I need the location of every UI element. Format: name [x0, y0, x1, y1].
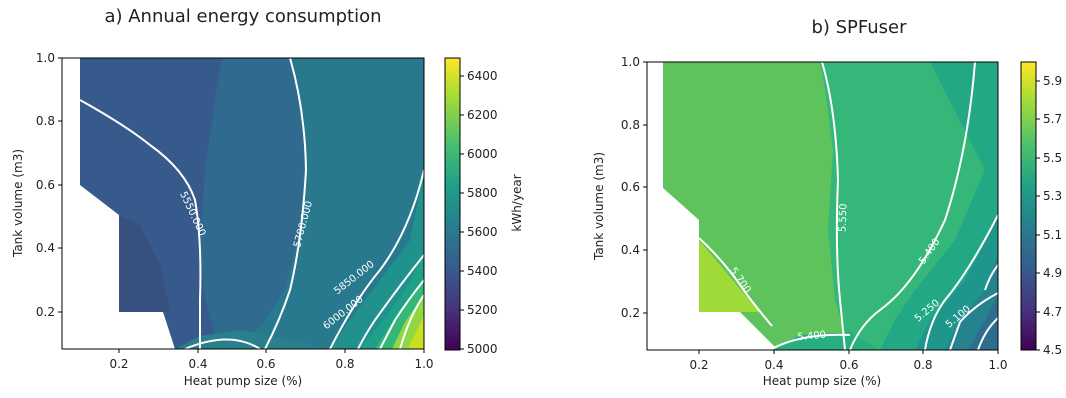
panel-b-x-tick-label: 0.8 — [913, 358, 932, 372]
panel-a-y-tick-labels: 0.2 0.4 0.6 0.8 1.0 — [36, 51, 55, 319]
panel-b-colorbar-ticks — [1036, 80, 1040, 351]
panel-b-contour-line-4950 — [977, 317, 998, 350]
panel-a-y-tick-label: 0.8 — [36, 114, 55, 128]
panel-b-y-ticks — [643, 61, 647, 314]
panel-a-x-tick-labels: 0.2 0.4 0.6 0.8 1.0 — [109, 357, 433, 371]
panel-b-colorbar-tick-labels: 4.5 4.7 4.9 5.1 5.3 5.5 5.7 5.9 — [1043, 74, 1062, 357]
panel-b-contour-line-5400 — [849, 62, 976, 350]
panel-b: b) SPFuser — [592, 17, 1062, 388]
panel-b-y-tick-labels: 0.2 0.4 0.6 0.8 1.0 — [621, 55, 640, 320]
panel-a-colorbar-tick-label: 6400 — [467, 69, 498, 83]
panel-a-y-axis-label: Tank volume (m3) — [11, 149, 25, 258]
panel-a: a) Annual energy consumption — [11, 6, 524, 388]
panel-b-colorbar — [1020, 61, 1037, 351]
panel-b-x-tick-label: 0.2 — [689, 358, 708, 372]
panel-b-colorbar-tick-label: 4.9 — [1043, 266, 1062, 280]
panel-a-colorbar — [444, 57, 461, 351]
panel-a-band-6400 — [408, 315, 424, 349]
panel-a-x-tick-label: 0.4 — [188, 357, 207, 371]
panel-a-band-5400 — [119, 215, 170, 312]
panel-b-colorbar-tick-label: 4.5 — [1043, 343, 1062, 357]
panel-b-contour-line-4800 — [984, 264, 998, 291]
panel-a-colorbar-tick-label: 5800 — [467, 186, 498, 200]
panel-a-contour-line-6300 — [399, 294, 424, 349]
panel-a-contour-line-5550 — [79, 99, 202, 349]
panel-b-contour-line-5550 — [821, 62, 846, 350]
panel-b-x-tick-label: 1.0 — [988, 358, 1007, 372]
panel-a-x-tick-label: 1.0 — [414, 357, 433, 371]
panel-b-y-tick-label: 1.0 — [621, 55, 640, 69]
panel-a-band-bottom — [175, 330, 330, 349]
panel-a-y-tick-label: 0.4 — [36, 241, 55, 255]
panel-a-x-ticks — [118, 349, 425, 353]
panel-a-colorbar-tick-label: 5400 — [467, 264, 498, 278]
panel-b-axes-frame — [646, 61, 999, 351]
panel-a-colorbar-label: kWh/year — [510, 174, 524, 231]
panel-a-colorbar-tick-label: 6200 — [467, 108, 498, 122]
panel-b-y-axis-label: Tank volume (m3) — [592, 152, 606, 261]
panel-a-contour-line-6150 — [379, 279, 424, 349]
panel-b-colorbar-tick-label: 5.7 — [1043, 112, 1062, 126]
panel-b-contour-label-5400-bottom: 5.400 — [797, 330, 826, 343]
panel-a-contour-line-6000 — [357, 254, 424, 349]
panel-a-x-tick-label: 0.8 — [335, 357, 354, 371]
panel-a-colorbar-tick-label: 5600 — [467, 225, 498, 239]
panel-a-colorbar-ticks — [460, 75, 464, 350]
panel-b-colorbar-tick-label: 5.9 — [1043, 74, 1062, 88]
panel-b-contour-line-5700 — [698, 237, 773, 327]
panel-b-x-ticks — [698, 350, 999, 354]
panel-b-contour-line-5400-b — [769, 333, 851, 350]
panel-b-colorbar-tick-label: 5.1 — [1043, 228, 1062, 242]
panel-a-y-tick-label: 0.6 — [36, 178, 55, 192]
panel-b-y-tick-label: 0.2 — [621, 306, 640, 320]
panel-a-band-5700 — [240, 58, 424, 349]
panel-b-x-axis-label: Heat pump size (%) — [763, 374, 881, 388]
panel-b-title: b) SPFuser — [811, 17, 907, 38]
panel-b-x-tick-labels: 0.2 0.4 0.6 0.8 1.0 — [689, 358, 1007, 372]
panel-a-contour-line-bottom — [184, 338, 261, 349]
panel-a-contour-line-5700 — [264, 58, 308, 349]
panel-b-contour-line-5250 — [924, 214, 998, 350]
panel-b-y-tick-label: 0.4 — [621, 243, 640, 257]
panel-a-colorbar-tick-label: 5200 — [467, 303, 498, 317]
panel-a-y-tick-label: 0.2 — [36, 305, 55, 319]
panel-b-colorbar-tick-label: 5.5 — [1043, 151, 1062, 165]
panel-a-x-tick-label: 0.2 — [109, 357, 128, 371]
panel-a-colorbar-tick-label: 5000 — [467, 342, 498, 356]
panel-a-colorbar-tick-labels: 5000 5200 5400 5600 5800 6000 6200 6400 — [467, 69, 498, 356]
panel-b-band-4850 — [968, 295, 998, 350]
panel-a-contour-lines — [79, 58, 424, 349]
panel-b-band-5750 — [699, 240, 760, 312]
panel-b-y-tick-label: 0.8 — [621, 118, 640, 132]
panel-a-colorbar-tick-label: 6000 — [467, 147, 498, 161]
panel-a-contour-fill — [80, 58, 424, 349]
panel-a-contour-line-5850 — [329, 169, 424, 349]
panel-a-x-axis-label: Heat pump size (%) — [184, 374, 302, 388]
panel-b-x-tick-label: 0.4 — [764, 358, 783, 372]
panel-a-axes-frame — [61, 57, 425, 350]
panel-a-y-ticks — [58, 57, 62, 313]
panel-b-contour-line-5100 — [949, 292, 998, 350]
panel-b-contour-label-5550: 5.550 — [838, 203, 850, 232]
panel-a-x-tick-label: 0.6 — [256, 357, 275, 371]
panel-b-contour-lines — [698, 62, 998, 350]
panel-b-y-tick-label: 0.6 — [621, 180, 640, 194]
panel-a-y-tick-label: 1.0 — [36, 51, 55, 65]
panel-b-x-tick-label: 0.6 — [839, 358, 858, 372]
panel-a-title: a) Annual energy consumption — [104, 6, 381, 27]
panel-b-colorbar-tick-label: 4.7 — [1043, 305, 1062, 319]
panel-b-colorbar-tick-label: 5.3 — [1043, 189, 1062, 203]
panel-b-contour-fill — [663, 62, 998, 350]
